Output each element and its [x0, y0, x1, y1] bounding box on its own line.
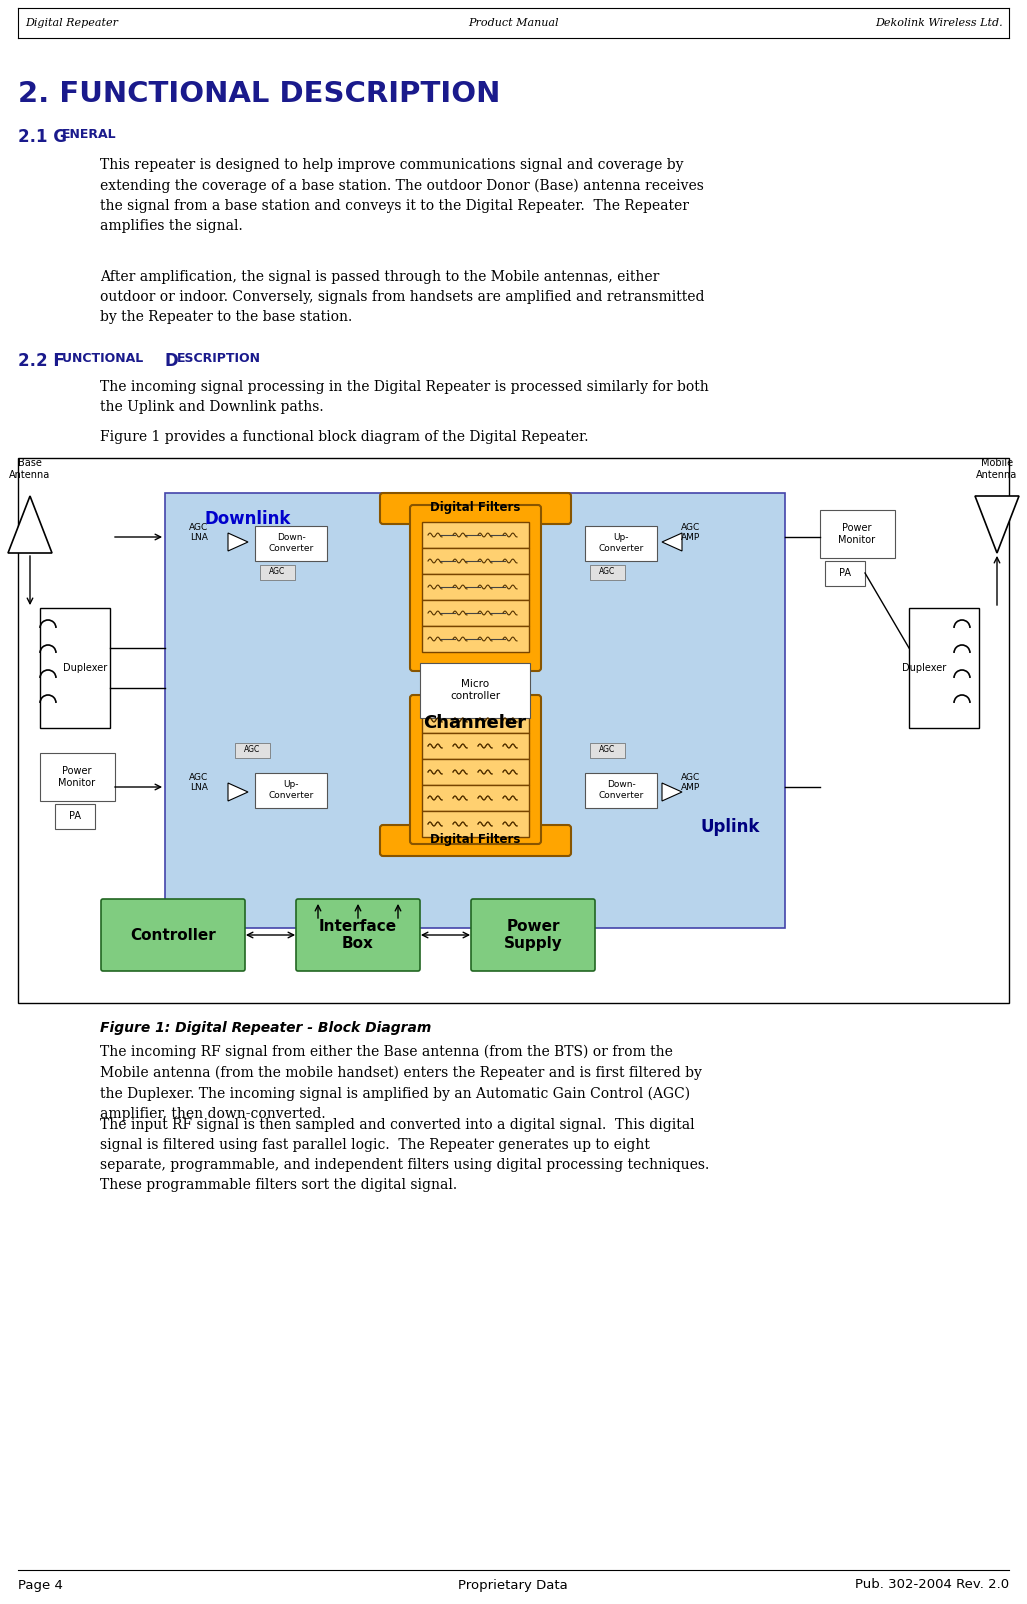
Text: Interface
Box: Interface Box — [319, 919, 397, 951]
Text: Dekolink Wireless Ltd.: Dekolink Wireless Ltd. — [875, 18, 1003, 27]
Bar — [585, 773, 657, 808]
Text: Base
Antenna: Base Antenna — [9, 459, 50, 480]
Text: Digital Filters: Digital Filters — [430, 502, 521, 515]
Text: Power
Supply: Power Supply — [503, 919, 563, 951]
Text: AGC: AGC — [599, 746, 615, 754]
Bar — [255, 526, 327, 561]
Bar — [420, 662, 530, 719]
Text: Controller: Controller — [130, 927, 216, 943]
Text: PA: PA — [69, 812, 81, 821]
Text: Down-
Converter: Down- Converter — [268, 533, 313, 553]
Polygon shape — [975, 496, 1019, 553]
FancyBboxPatch shape — [380, 824, 571, 857]
Text: AGC: AGC — [243, 746, 260, 754]
Text: Pub. 302-2004 Rev. 2.0: Pub. 302-2004 Rev. 2.0 — [854, 1578, 1009, 1591]
Polygon shape — [8, 496, 52, 553]
FancyBboxPatch shape — [422, 549, 529, 574]
Text: Figure 1: Digital Repeater - Block Diagram: Figure 1: Digital Repeater - Block Diagr… — [100, 1022, 431, 1035]
FancyBboxPatch shape — [422, 600, 529, 626]
FancyBboxPatch shape — [422, 733, 529, 759]
FancyBboxPatch shape — [422, 759, 529, 784]
Text: Mobile
Antenna: Mobile Antenna — [977, 459, 1018, 480]
Text: The incoming signal processing in the Digital Repeater is processed similarly fo: The incoming signal processing in the Di… — [100, 380, 709, 414]
Text: Power
Monitor: Power Monitor — [59, 767, 96, 788]
Polygon shape — [662, 783, 682, 800]
Text: AGC: AGC — [599, 568, 615, 576]
Text: ENERAL: ENERAL — [62, 128, 117, 141]
FancyBboxPatch shape — [422, 626, 529, 651]
Text: AGC
AMP: AGC AMP — [681, 523, 700, 542]
FancyBboxPatch shape — [422, 707, 529, 733]
Text: ESCRIPTION: ESCRIPTION — [177, 351, 261, 366]
Text: D: D — [165, 351, 179, 371]
FancyBboxPatch shape — [422, 707, 529, 733]
FancyBboxPatch shape — [422, 812, 529, 837]
FancyBboxPatch shape — [422, 784, 529, 812]
Bar — [260, 565, 295, 581]
Bar — [40, 608, 110, 728]
Bar — [235, 743, 270, 759]
Bar — [589, 565, 625, 581]
FancyBboxPatch shape — [296, 898, 420, 970]
Bar — [255, 773, 327, 808]
Text: Duplexer: Duplexer — [902, 662, 946, 674]
Polygon shape — [662, 533, 682, 552]
FancyBboxPatch shape — [422, 549, 529, 574]
Bar — [825, 561, 865, 585]
Text: Power
Monitor: Power Monitor — [838, 523, 876, 545]
FancyBboxPatch shape — [422, 574, 529, 600]
Text: Proprietary Data: Proprietary Data — [458, 1578, 568, 1591]
Text: The incoming RF signal from either the Base antenna (from the BTS) or from the
M: The incoming RF signal from either the B… — [100, 1044, 701, 1121]
Text: Up-
Converter: Up- Converter — [599, 533, 644, 553]
Text: This repeater is designed to help improve communications signal and coverage by
: This repeater is designed to help improv… — [100, 159, 703, 233]
FancyBboxPatch shape — [101, 898, 245, 970]
Text: Figure 1 provides a functional block diagram of the Digital Repeater.: Figure 1 provides a functional block dia… — [100, 430, 588, 444]
FancyBboxPatch shape — [422, 812, 529, 837]
Text: Page 4: Page 4 — [18, 1578, 63, 1591]
Text: AGC
LNA: AGC LNA — [189, 523, 208, 542]
Text: 2.2 F: 2.2 F — [18, 351, 65, 371]
FancyBboxPatch shape — [422, 626, 529, 651]
FancyBboxPatch shape — [410, 695, 541, 844]
Text: Downlink: Downlink — [205, 510, 292, 528]
Text: AGC: AGC — [269, 568, 286, 576]
FancyBboxPatch shape — [422, 733, 529, 759]
Text: UNCTIONAL: UNCTIONAL — [62, 351, 148, 366]
Text: After amplification, the signal is passed through to the Mobile antennas, either: After amplification, the signal is passe… — [100, 269, 705, 324]
Text: Uplink: Uplink — [700, 818, 760, 836]
Text: PA: PA — [839, 568, 851, 577]
FancyBboxPatch shape — [422, 521, 529, 549]
FancyBboxPatch shape — [410, 505, 541, 670]
FancyBboxPatch shape — [380, 492, 571, 525]
Bar — [40, 752, 115, 800]
Bar — [820, 510, 895, 558]
Polygon shape — [228, 533, 248, 552]
Text: AGC
AMP: AGC AMP — [681, 773, 700, 792]
Text: 2.1 G: 2.1 G — [18, 128, 67, 146]
Text: Micro
controller: Micro controller — [450, 678, 500, 701]
Bar — [585, 526, 657, 561]
Text: Digital Filters: Digital Filters — [430, 834, 521, 847]
Bar — [909, 608, 979, 728]
FancyBboxPatch shape — [422, 521, 529, 549]
FancyBboxPatch shape — [422, 600, 529, 626]
Text: 2. FUNCTIONAL DESCRIPTION: 2. FUNCTIONAL DESCRIPTION — [18, 80, 500, 107]
FancyBboxPatch shape — [422, 574, 529, 600]
Text: Channeler: Channeler — [423, 714, 527, 731]
Bar — [18, 459, 1009, 1002]
Text: The input RF signal is then sampled and converted into a digital signal.  This d: The input RF signal is then sampled and … — [100, 1118, 710, 1192]
Polygon shape — [228, 783, 248, 800]
Bar — [165, 492, 785, 929]
FancyBboxPatch shape — [422, 759, 529, 784]
Text: Up-
Converter: Up- Converter — [268, 780, 313, 800]
Text: Down-
Converter: Down- Converter — [599, 780, 644, 800]
Text: Product Manual: Product Manual — [467, 18, 559, 27]
FancyBboxPatch shape — [471, 898, 595, 970]
Text: AGC
LNA: AGC LNA — [189, 773, 208, 792]
Bar — [55, 804, 96, 829]
Text: Duplexer: Duplexer — [63, 662, 107, 674]
Text: Digital Repeater: Digital Repeater — [25, 18, 118, 27]
FancyBboxPatch shape — [422, 784, 529, 812]
Bar — [589, 743, 625, 759]
